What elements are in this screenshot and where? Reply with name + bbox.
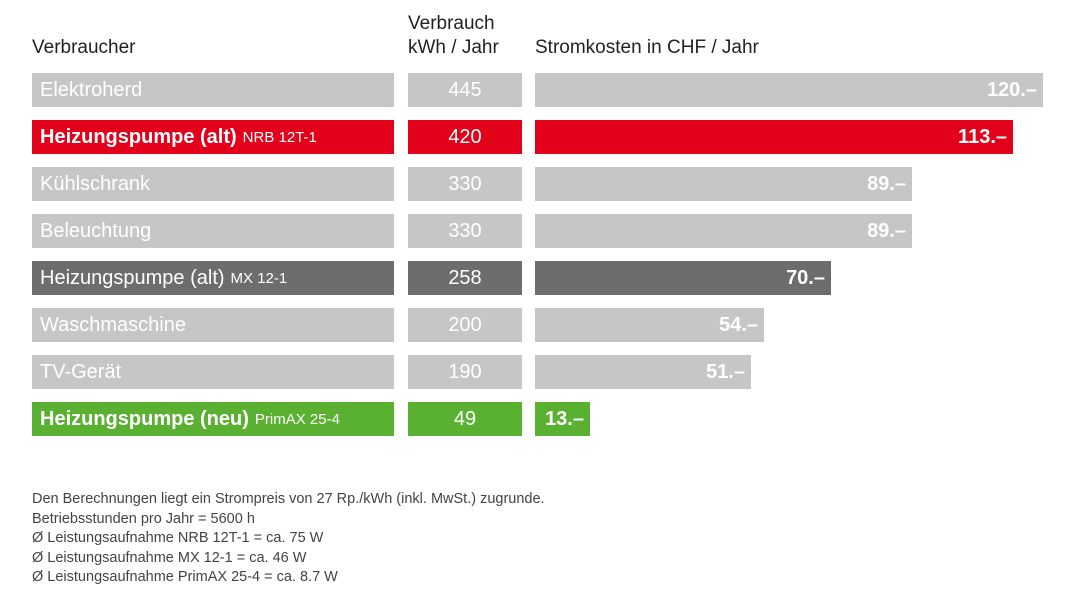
cost-label: 113.– [958,125,1007,148]
cost-bar: 54.– [535,308,764,342]
consumer-model: PrimAX 25-4 [254,410,340,428]
cost-label: 120.– [986,78,1037,101]
consumer-name-cell: Heizungspumpe (alt) MX 12-1 [32,261,394,295]
consumer-name-cell: Elektroherd [32,73,394,107]
consumer-name: Waschmaschine [40,313,186,336]
consumption-value: 49 [408,402,522,436]
footnote: Ø Leistungsaufnahme NRB 12T-1 = ca. 75 W [32,530,324,546]
cost-label: 54.– [719,313,758,336]
cost-label: 70.– [786,266,825,289]
table-row: Heizungspumpe (neu) PrimAX 25-4 49 13.– [0,402,1070,436]
consumer-name: Elektroherd [40,78,143,101]
consumer-name: Heizungspumpe (alt) [40,266,225,289]
consumption-value: 420 [408,120,522,154]
consumption-value: 200 [408,308,522,342]
consumption-value: 445 [408,73,522,107]
consumption-value: 330 [408,214,522,248]
consumer-name-cell: Heizungspumpe (neu) PrimAX 25-4 [32,402,394,436]
consumer-name-cell: TV-Gerät [32,355,394,389]
consumption-value: 190 [408,355,522,389]
cost-bar: 70.– [535,261,831,295]
cost-bar: 89.– [535,167,912,201]
footnote: Ø Leistungsaufnahme MX 12-1 = ca. 46 W [32,549,307,566]
consumer-name-cell: Waschmaschine [32,308,394,342]
consumer-name: Heizungspumpe (neu) [40,407,249,430]
consumer-model: MX 12-1 [230,269,288,287]
header-consumer: Verbraucher [32,37,136,58]
footnote: Den Berechnungen liegt ein Strompreis vo… [32,491,545,507]
header-cost: Stromkosten in CHF / Jahr [535,37,759,58]
table-row: Heizungspumpe (alt) MX 12-1 258 70.– [0,261,1070,295]
consumer-name-cell: Heizungspumpe (alt) NRB 12T-1 [32,120,394,154]
consumption-value: 258 [408,261,522,295]
consumer-name: TV-Gerät [40,360,122,383]
cost-label: 13.– [545,407,584,430]
table-row: Heizungspumpe (alt) NRB 12T-1 420 113.– [0,120,1070,154]
table-row: Waschmaschine 200 54.– [0,308,1070,342]
cost-label: 89.– [867,219,906,242]
header-consumption-line1: Verbrauch [408,13,495,34]
consumer-model: NRB 12T-1 [242,128,317,146]
consumer-name: Kühlschrank [40,172,151,195]
cost-bar: 51.– [535,355,751,389]
footnote: Betriebsstunden pro Jahr = 5600 h [32,510,255,527]
table-row: TV-Gerät 190 51.– [0,355,1070,389]
consumption-value: 330 [408,167,522,201]
cost-bar: 13.– [535,402,590,436]
cost-bar: 89.– [535,214,912,248]
table-row: Kühlschrank 330 89.– [0,167,1070,201]
cost-bar: 120.– [535,73,1043,107]
footnote: Ø Leistungsaufnahme PrimAX 25-4 = ca. 8.… [32,569,338,585]
consumer-name: Heizungspumpe (alt) [40,125,237,148]
consumer-name-cell: Kühlschrank [32,167,394,201]
cost-label: 89.– [867,172,906,195]
footnotes: Den Berechnungen liegt ein Strompreis vo… [32,490,545,588]
header-consumption: Verbrauch kWh / Jahr [408,12,518,60]
table-row: Beleuchtung 330 89.– [0,214,1070,248]
table-row: Elektroherd 445 120.– [0,73,1070,107]
consumer-name-cell: Beleuchtung [32,214,394,248]
cost-bar: 113.– [535,120,1013,154]
consumer-name: Beleuchtung [40,219,152,242]
cost-label: 51.– [706,360,745,383]
header-consumption-line2: kWh / Jahr [408,37,499,58]
